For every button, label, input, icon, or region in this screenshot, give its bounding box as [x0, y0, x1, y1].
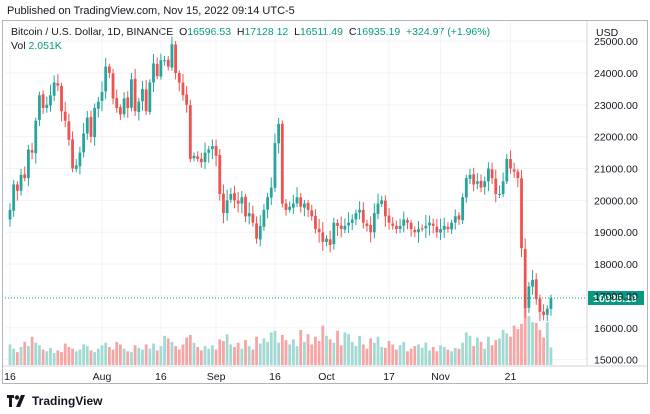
tradingview-brand[interactable]: TradingView	[7, 392, 102, 410]
published-caption: Published on TradingView.com, Nov 15, 20…	[7, 5, 295, 17]
open-value: 16596.53	[187, 26, 232, 38]
chart-frame	[2, 20, 648, 384]
high-value: 17128.12	[244, 26, 289, 38]
high-label: H	[236, 26, 245, 38]
brand-name: TradingView	[32, 394, 103, 408]
symbol-title: Bitcoin / U.S. Dollar, 1D, BINANCE	[11, 26, 174, 38]
volume-label: Vol	[11, 40, 26, 52]
open-label: O	[179, 26, 188, 38]
close-value: 16935.19	[356, 26, 401, 38]
volume-legend: Vol 2.051K	[11, 40, 62, 53]
tradingview-logo-icon	[7, 395, 25, 407]
close-label: C	[348, 26, 357, 38]
change-value: +324.97 (+1.96%)	[406, 26, 491, 38]
volume-value: 2.051K	[28, 40, 62, 52]
low-value: 16511.49	[299, 26, 343, 38]
ohlc-legend: Bitcoin / U.S. Dollar, 1D, BINANCE O1659…	[11, 26, 490, 39]
low-label: L	[294, 26, 300, 38]
